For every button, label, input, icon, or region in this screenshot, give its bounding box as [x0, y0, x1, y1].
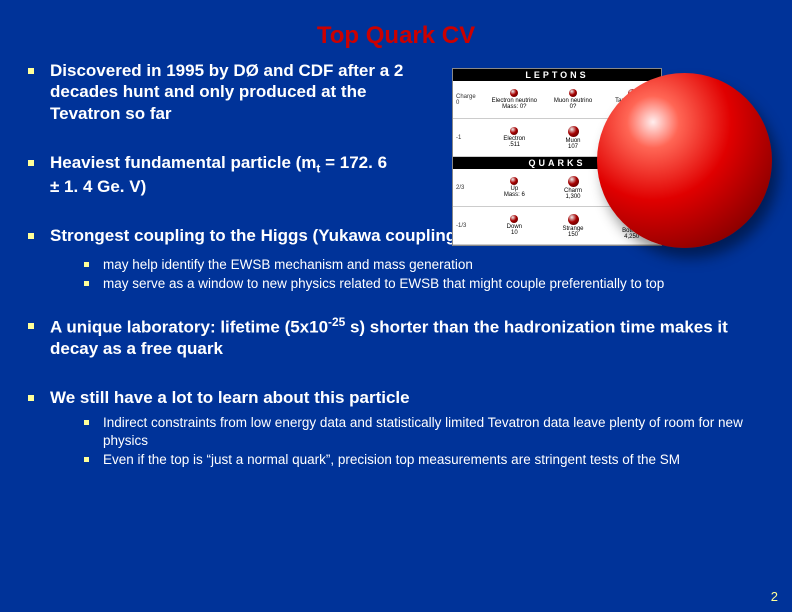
- sub-bullet-text: may serve as a window to new physics rel…: [103, 275, 664, 293]
- particle-sphere-icon: [510, 215, 518, 223]
- sub-bullet-text: Even if the top is “just a normal quark”…: [103, 451, 680, 469]
- row-label: -1/3: [453, 207, 485, 244]
- bullet-text: Discovered in 1995 by DØ and CDF after a…: [50, 60, 410, 124]
- particle-mass: 10: [511, 230, 518, 236]
- particle-mass: 1,300: [566, 194, 581, 200]
- sub-bullet-list: Indirect constraints from low energy dat…: [84, 414, 772, 469]
- particle-mass: 150: [568, 232, 578, 238]
- sub-bullet-item: Indirect constraints from low energy dat…: [84, 414, 772, 449]
- page-number: 2: [771, 589, 778, 604]
- particle-cell: Strange150: [544, 207, 603, 244]
- top-quark-sphere: [597, 73, 772, 248]
- bullet-item: We still have a lot to learn about this …: [28, 387, 772, 408]
- particle-sphere-icon: [510, 127, 518, 135]
- particle-sphere-icon: [568, 126, 579, 137]
- particle-cell: UpMass: 6: [485, 169, 544, 206]
- sub-bullet-item: Even if the top is “just a normal quark”…: [84, 451, 772, 469]
- sub-bullet-item: may help identify the EWSB mechanism and…: [84, 256, 772, 274]
- row-label: 2/3: [453, 169, 485, 206]
- sub-bullet-text: Indirect constraints from low energy dat…: [103, 414, 743, 449]
- particle-cell: Charm1,300: [544, 169, 603, 206]
- bullet-text: A unique laboratory: lifetime (5x10-25 s…: [50, 315, 772, 359]
- sub-bullet-item: may serve as a window to new physics rel…: [84, 275, 772, 293]
- particle-figure: LEPTONS Charge0Electron neutrinoMass: 0?…: [452, 68, 762, 258]
- bullet-item: A unique laboratory: lifetime (5x10-25 s…: [28, 315, 772, 359]
- table-header-leptons: LEPTONS: [453, 69, 661, 81]
- bullet-marker: [28, 233, 34, 239]
- particle-sphere-icon: [510, 89, 518, 97]
- row-label: -1: [453, 119, 485, 156]
- slide-title: Top Quark CV: [0, 0, 792, 60]
- bullet-text: Heaviest fundamental particle (mt = 172.…: [50, 152, 390, 198]
- particle-mass: Mass: 0?: [502, 104, 526, 110]
- sub-bullet-marker: [84, 420, 89, 425]
- sub-bullet-marker: [84, 281, 89, 286]
- sub-bullet-marker: [84, 457, 89, 462]
- particle-sphere-icon: [568, 214, 579, 225]
- bullet-text: We still have a lot to learn about this …: [50, 387, 410, 408]
- bullet-marker: [28, 323, 34, 329]
- sub-bullet-text: may help identify the EWSB mechanism and…: [103, 256, 473, 274]
- particle-cell: Electron neutrinoMass: 0?: [485, 81, 544, 118]
- particle-sphere-icon: [510, 177, 518, 185]
- bullet-marker: [28, 395, 34, 401]
- particle-mass: .511: [509, 142, 520, 148]
- particle-sphere-icon: [568, 176, 579, 187]
- particle-cell: Electron.511: [485, 119, 544, 156]
- sub-bullet-list: may help identify the EWSB mechanism and…: [84, 256, 772, 293]
- sub-bullet-marker: [84, 262, 89, 267]
- particle-cell: Muon107: [544, 119, 603, 156]
- particle-sphere-icon: [569, 89, 577, 97]
- bullet-marker: [28, 68, 34, 74]
- particle-mass: Mass: 6: [504, 192, 525, 198]
- bullet-marker: [28, 160, 34, 166]
- particle-cell: Muon neutrino0?: [544, 81, 603, 118]
- row-label: Charge0: [453, 81, 485, 118]
- particle-mass: 107: [568, 144, 578, 150]
- particle-mass: 0?: [570, 104, 577, 110]
- particle-cell: Down10: [485, 207, 544, 244]
